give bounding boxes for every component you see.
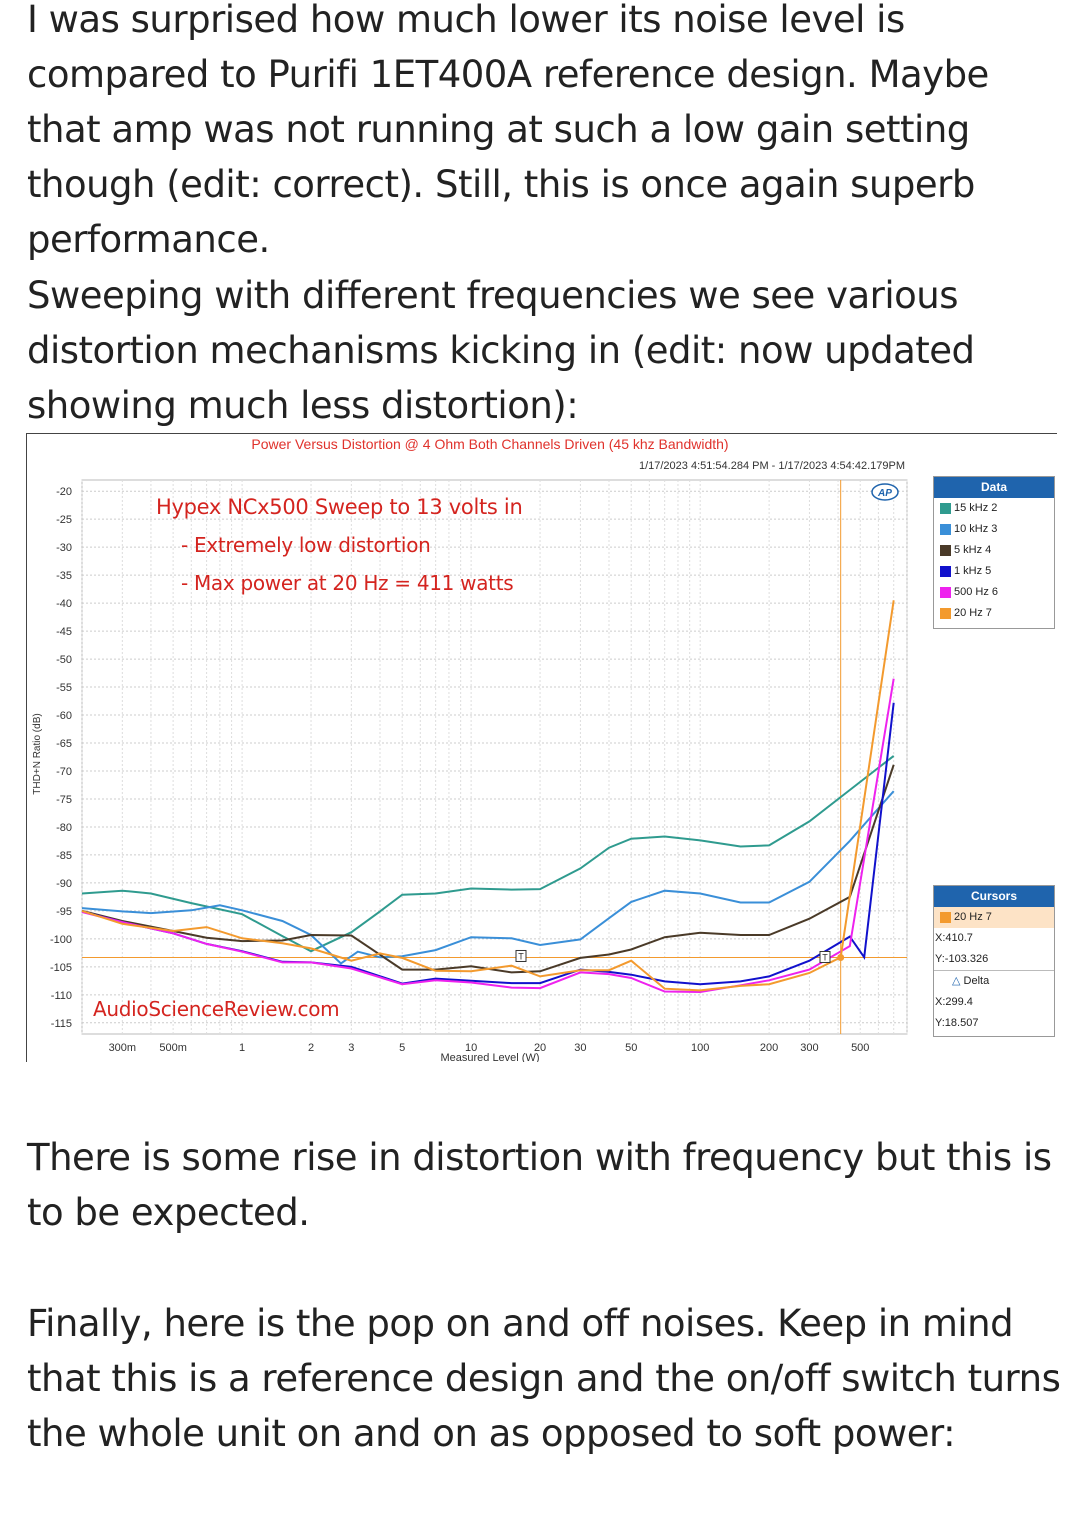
- legend-item[interactable]: 5 kHz 4: [934, 540, 1054, 561]
- series-line: [81, 790, 895, 965]
- paragraph-pop-noise: Finally, here is the pop on and off nois…: [27, 1302, 1061, 1455]
- y-tick-label: -90: [56, 878, 72, 890]
- y-tick-label: -110: [51, 990, 72, 1002]
- y-tick-label: -85: [56, 850, 72, 862]
- cursor-channel-swatch: [940, 912, 951, 923]
- chart-annotation: - Max power at 20 Hz = 411 watts: [181, 571, 513, 595]
- delta-row: △ Delta: [934, 970, 1054, 992]
- cursor-channel-label: 20 Hz 7: [954, 911, 992, 923]
- paragraph-noise-comparison: I was surprised how much lower its noise…: [27, 0, 989, 261]
- data-legend: Data 15 kHz 2 10 kHz 3 5 kHz 4 1 kHz 5 500 H…: [933, 476, 1055, 629]
- x-tick-label: 30: [574, 1042, 586, 1054]
- delta-label: Delta: [963, 975, 990, 987]
- paragraph-frequency-rise: There is some rise in distortion with fr…: [27, 1136, 1052, 1234]
- chart-title: Power Versus Distortion @ 4 Ohm Both Cha…: [251, 436, 728, 452]
- cursor-channel-row[interactable]: 20 Hz 7: [934, 907, 1054, 928]
- legend-item[interactable]: 1 kHz 5: [934, 561, 1054, 582]
- x-tick-label: 2: [308, 1042, 314, 1054]
- series-line: [81, 600, 895, 992]
- cursor-x-value: X:410.7: [935, 932, 973, 944]
- legend-label: 15 kHz 2: [954, 502, 998, 514]
- y-tick-label: -50: [56, 654, 72, 666]
- y-tick-label: -115: [51, 1018, 72, 1030]
- y-tick-label: -100: [50, 934, 72, 946]
- x-tick-label: 50: [625, 1042, 637, 1054]
- legend-swatch: [940, 503, 951, 514]
- x-tick-label: 500: [851, 1042, 869, 1054]
- cursor-marker-glyph: T: [518, 951, 524, 961]
- x-tick-label: 500m: [159, 1042, 187, 1054]
- y-tick-label: -45: [56, 626, 72, 638]
- y-tick-label: -20: [56, 486, 72, 498]
- y-tick-label: -65: [56, 738, 72, 750]
- cursor-marker-icon: [515, 949, 527, 962]
- y-tick-label: -75: [56, 794, 72, 806]
- legend-label: 500 Hz 6: [954, 586, 999, 598]
- legend-swatch: [940, 587, 951, 598]
- y-tick-label: -40: [56, 598, 72, 610]
- y-tick-label: -25: [56, 514, 72, 526]
- legend-swatch: [940, 566, 951, 577]
- y-axis-label: THD+N Ratio (dB): [32, 713, 43, 794]
- x-tick-label: 3: [348, 1042, 354, 1054]
- series-line: [81, 755, 895, 953]
- power-vs-distortion-figure[interactable]: -20 -25 -30 -35 -40 -45 -50 -55 -60 -65 -70 -75 -80 -…: [26, 433, 1057, 1062]
- x-tick-label: 100: [691, 1042, 709, 1054]
- legend-swatch: [940, 524, 951, 535]
- y-tick-label: -55: [56, 682, 72, 694]
- cursor-point: [837, 953, 845, 961]
- delta-y-value: Y:18.507: [935, 1017, 979, 1029]
- y-tick-label: -35: [56, 570, 72, 582]
- x-axis-label: Measured Level (W): [440, 1052, 539, 1062]
- legend-item[interactable]: 500 Hz 6: [934, 582, 1054, 603]
- cursor-marker-glyph: T: [822, 952, 828, 962]
- y-tick-label: -80: [56, 822, 72, 834]
- cursor-marker-icon: [819, 950, 831, 963]
- legend-label: 1 kHz 5: [954, 565, 992, 577]
- ap-logo-icon: [871, 483, 899, 501]
- x-tick-label: 300m: [109, 1042, 137, 1054]
- plot-area: [81, 479, 908, 1035]
- y-tick-label: -70: [56, 766, 72, 778]
- legend-label: 20 Hz 7: [954, 607, 992, 619]
- legend-swatch: [940, 545, 951, 556]
- x-tick-label: 10: [465, 1042, 477, 1054]
- series-line: [81, 764, 895, 974]
- power-vs-distortion-chart: -20 -25 -30 -35 -40 -45 -50 -55 -60 -65 -70 -75 -80 -…: [32, 436, 908, 1062]
- cursors-panel: Cursors 20 Hz 7 X:410.7 Y:-103.326 △ Del…: [933, 885, 1055, 1037]
- y-tick-label: -105: [50, 962, 72, 974]
- watermark-text: AudioScienceReview.com: [93, 997, 339, 1021]
- y-tick-label: -30: [56, 542, 72, 554]
- legend-label: 5 kHz 4: [954, 544, 992, 556]
- chart-annotation: - Extremely low distortion: [181, 533, 431, 557]
- legend-label: 10 kHz 3: [954, 523, 998, 535]
- legend-swatch: [940, 608, 951, 619]
- y-tick-label: -95: [56, 906, 72, 918]
- x-tick-label: 1: [239, 1042, 245, 1054]
- legend-item[interactable]: 10 kHz 3: [934, 519, 1054, 540]
- data-legend-title: Data: [934, 477, 1054, 498]
- x-tick-label: 300: [800, 1042, 818, 1054]
- x-tick-label: 20: [534, 1042, 546, 1054]
- y-tick-label: -60: [56, 710, 72, 722]
- legend-item[interactable]: 20 Hz 7: [934, 603, 1054, 624]
- cursors-panel-title: Cursors: [934, 886, 1054, 907]
- paragraph-frequency-sweep: Sweeping with different frequencies we s…: [27, 274, 975, 427]
- series-line: [81, 678, 895, 994]
- legend-item[interactable]: 15 kHz 2: [934, 498, 1054, 519]
- chart-subtitle: 1/17/2023 4:51:54.284 PM - 1/17/2023 4:5…: [639, 460, 905, 472]
- x-tick-label: 200: [760, 1042, 778, 1054]
- cursor-y-value: Y:-103.326: [935, 953, 989, 965]
- ap-logo-text: AP: [877, 488, 892, 499]
- chart-annotation: Hypex NCx500 Sweep to 13 volts in: [156, 495, 522, 519]
- x-tick-label: 5: [399, 1042, 405, 1054]
- delta-icon: △: [952, 975, 961, 987]
- delta-x-value: X:299.4: [935, 996, 973, 1008]
